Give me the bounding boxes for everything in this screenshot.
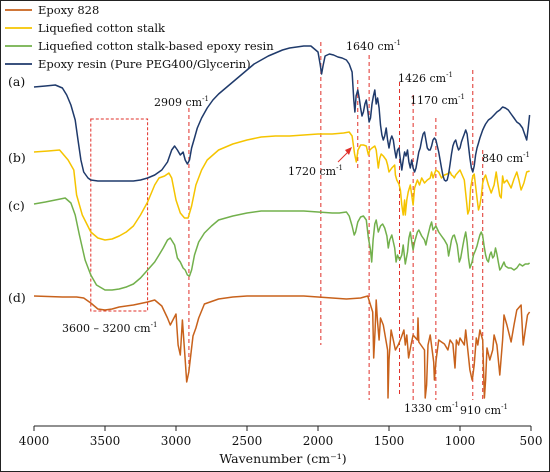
series-line-b: [33, 131, 530, 241]
x-tick-label-500: 500: [520, 434, 543, 448]
x-tick-label-1500: 1500: [374, 434, 405, 448]
legend-label-liquefied-cotton-stalk: Liquefied cotton stalk: [38, 21, 166, 35]
legend-label-pure-epoxy: Epoxy resin (Pure PEG400/Glycerin): [38, 57, 251, 71]
annotation-910: 910 cm-1: [460, 403, 508, 417]
legend: Epoxy 828 Liquefied cotton stalk Liquefi…: [5, 3, 274, 71]
x-axis-ticks: 4000 3500 3000 2500 2000 1500 1000 500: [19, 426, 543, 448]
legend-label-epoxy-828: Epoxy 828: [38, 3, 99, 17]
x-tick-label-3500: 3500: [90, 434, 121, 448]
series-line-d: [33, 295, 531, 399]
x-tick-label-2000: 2000: [303, 434, 334, 448]
x-tick-label-3000: 3000: [161, 434, 192, 448]
x-tick-label-1000: 1000: [445, 434, 476, 448]
panel-label-c: (c): [8, 198, 25, 213]
annotation-1720: 1720 cm-1: [288, 164, 343, 178]
annotation-1330: 1330 cm-1: [404, 401, 459, 415]
legend-label-cotton-stalk-epoxy: Liquefied cotton stalk-based epoxy resin: [38, 39, 274, 53]
reference-lines: [188, 42, 484, 400]
panel-label-b: (b): [8, 150, 26, 165]
panel-label-a: (a): [8, 74, 25, 89]
series-line-a: [33, 45, 531, 182]
annotation-3600-3200: 3600 – 3200 cm-1: [62, 321, 157, 335]
annotation-840: 840 cm-1: [482, 151, 530, 165]
x-axis-title: Wavenumber (cm⁻¹): [219, 451, 346, 466]
annotation-2909: 2909 cm-1: [154, 95, 209, 109]
panel-label-d: (d): [8, 290, 26, 305]
series-line-c: [33, 197, 531, 291]
x-tick-label-2500: 2500: [232, 434, 263, 448]
annotation-1640: 1640 cm-1: [346, 39, 401, 53]
annotation-1170: 1170 cm-1: [410, 93, 465, 107]
x-tick-label-4000: 4000: [19, 434, 50, 448]
arrow-1720: [337, 147, 352, 163]
annotation-1426: 1426 cm-1: [398, 71, 453, 85]
highlight-region-box: [90, 118, 149, 312]
spectra: [33, 45, 531, 399]
